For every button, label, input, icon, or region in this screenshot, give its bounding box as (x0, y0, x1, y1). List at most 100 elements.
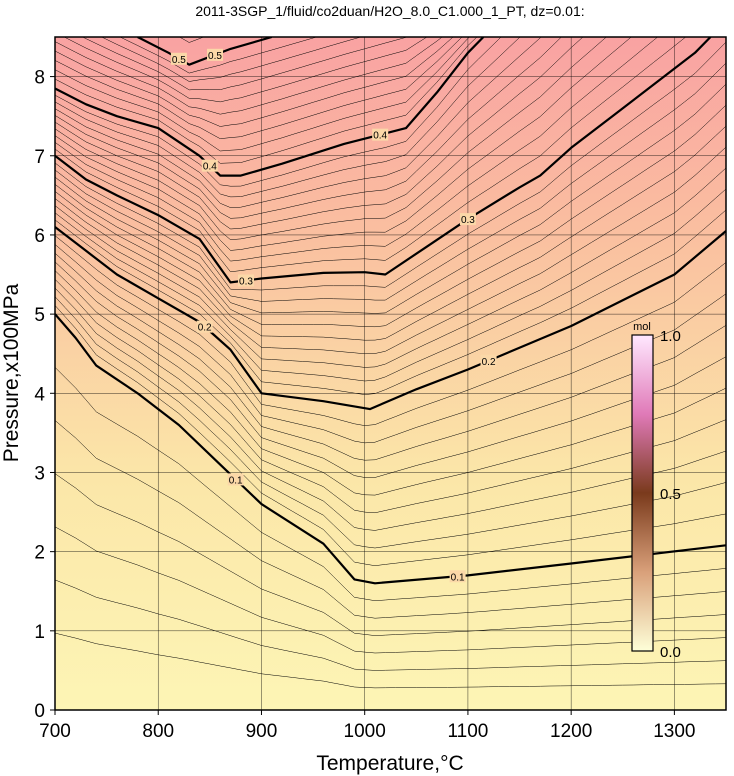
contour-label-bg-0.1-0 (227, 473, 244, 486)
y-axis-ticks: 0 1 2 3 4 5 6 7 8 (34, 68, 55, 722)
contour-label-0.3-1: 0.3 (461, 215, 475, 226)
contour-minor-29 (55, 37, 562, 219)
contour-label-bg-0.4-0 (201, 159, 218, 172)
x-axis-label: Temperature,°C (316, 752, 463, 775)
contour-minor-17 (55, 167, 726, 368)
contour-label-bg-0.5-0 (170, 52, 187, 65)
contour-minor-19 (55, 125, 726, 341)
contour-minor-40 (101, 37, 362, 82)
contour-minor-6 (55, 305, 726, 566)
y-tick-label-8: 8 (34, 68, 45, 89)
contour-label-0.3-0: 0.3 (239, 276, 253, 287)
contour-minor-20 (55, 104, 726, 328)
contour-minor-23 (55, 41, 726, 291)
contour-minor-5 (55, 367, 726, 601)
contour-minor-25 (55, 37, 659, 262)
contour-minor-31 (55, 37, 521, 198)
contour-minor-34 (55, 37, 470, 152)
x-tick-label-700: 700 (39, 721, 71, 742)
y-tick-label-0: 0 (34, 701, 45, 722)
contour-minor-9 (55, 279, 726, 514)
contour-minor-4 (55, 420, 726, 619)
contour-major-0.2 (55, 226, 726, 411)
contour-minor-38 (63, 37, 428, 103)
contour-minor-10 (55, 270, 726, 496)
y-tick-label-3: 3 (34, 463, 45, 484)
x-tick-label-900: 900 (246, 721, 278, 742)
contour-minor-12 (55, 253, 726, 461)
contour-label-0.1-1: 0.1 (451, 572, 465, 583)
contour-minor-22 (55, 62, 726, 302)
contour-label-0.4-1: 0.4 (373, 131, 387, 142)
minor-contours (55, 37, 726, 689)
contour-major-0.5 (137, 37, 273, 66)
colorbar-scale (631, 334, 654, 652)
plot-frame (54, 36, 727, 711)
colorbar-mid-label: 0.5 (660, 486, 681, 503)
contour-label-bg-0.2-0 (196, 320, 213, 333)
contour-minor-36 (55, 37, 454, 127)
contour-minor-33 (55, 37, 478, 164)
major-contours (55, 37, 726, 585)
contour-minor-28 (55, 37, 584, 230)
contour-minor-35 (55, 37, 463, 139)
contour-minor-21 (55, 83, 726, 314)
contour-label-0.4-0: 0.4 (203, 162, 217, 173)
x-tick-label-1000: 1000 (344, 721, 386, 742)
contour-label-0.1-0: 0.1 (229, 475, 243, 486)
x-tick-label-1200: 1200 (550, 721, 592, 742)
plot-area (55, 37, 726, 710)
x-tick-label-1300: 1300 (653, 721, 695, 742)
contour-minor-37 (55, 37, 443, 115)
y-tick-label-4: 4 (34, 384, 45, 405)
contour-minor-18 (55, 146, 726, 355)
contour-minor-26 (55, 37, 632, 251)
contour-label-bg-0.3-0 (237, 274, 254, 287)
y-axis-label: Pressure,x100MPa (0, 283, 23, 462)
contour-major-0.4 (55, 37, 485, 177)
contour-minor-1 (55, 579, 726, 671)
contour-minor-13 (55, 244, 726, 444)
contour-minor-0 (55, 632, 726, 689)
contour-minor-14 (55, 235, 726, 426)
x-tick-label-1100: 1100 (447, 721, 488, 742)
contour-minor-2 (55, 526, 726, 654)
y-tick-label-7: 7 (34, 147, 45, 168)
contour-label-0.5-0: 0.5 (172, 55, 186, 66)
contour-minor-41 (119, 37, 318, 74)
contour-minor-30 (55, 37, 542, 208)
contour-minor-7 (55, 296, 726, 549)
y-tick-label-6: 6 (34, 226, 45, 247)
colorbar-max-label: 1.0 (660, 328, 681, 345)
contour-minor-24 (55, 37, 687, 273)
y-tick-label-1: 1 (34, 622, 45, 643)
contour-label-bg-0.4-1 (372, 128, 389, 141)
x-tick-label-800: 800 (142, 721, 174, 742)
contour-minor-16 (55, 188, 726, 382)
contour-minor-3 (55, 473, 726, 636)
contour-minor-8 (55, 287, 726, 531)
y-tick-label-5: 5 (34, 305, 45, 326)
contour-labels: 0.1 0.1 0.2 0.2 0.3 0.3 0.4 0.4 0.5 0.5 (170, 48, 497, 583)
contour-label-bg-0.5-1 (207, 48, 224, 61)
colorbar: mol 1.0 0.5 0.0 (631, 321, 681, 661)
chart-title: 2011-3SGP_1/fluid/co2duan/H2O_8.0_C1.000… (195, 3, 584, 19)
contour-minor-11 (55, 261, 726, 478)
contour-label-bg-0.2-1 (480, 354, 497, 367)
contour-label-0.2-1: 0.2 (482, 357, 496, 368)
colorbar-min-label: 0.0 (660, 644, 681, 661)
contour-minor-27 (55, 37, 607, 240)
contour-minor-39 (82, 37, 408, 91)
contour-label-bg-0.1-1 (449, 570, 466, 583)
contour-label-0.5-1: 0.5 (208, 51, 222, 62)
contour-major-0.1 (55, 313, 726, 585)
colorbar-unit: mol (633, 321, 651, 333)
contour-label-0.2-0: 0.2 (198, 323, 212, 334)
contour-minor-15 (55, 209, 726, 395)
y-tick-label-2: 2 (34, 543, 45, 564)
contour-label-bg-0.3-1 (459, 213, 476, 226)
contour-major-0.3 (55, 37, 712, 284)
x-axis-ticks: 700 800 900 1000 1100 1200 1300 (39, 710, 696, 742)
contour-minor-32 (55, 37, 502, 187)
